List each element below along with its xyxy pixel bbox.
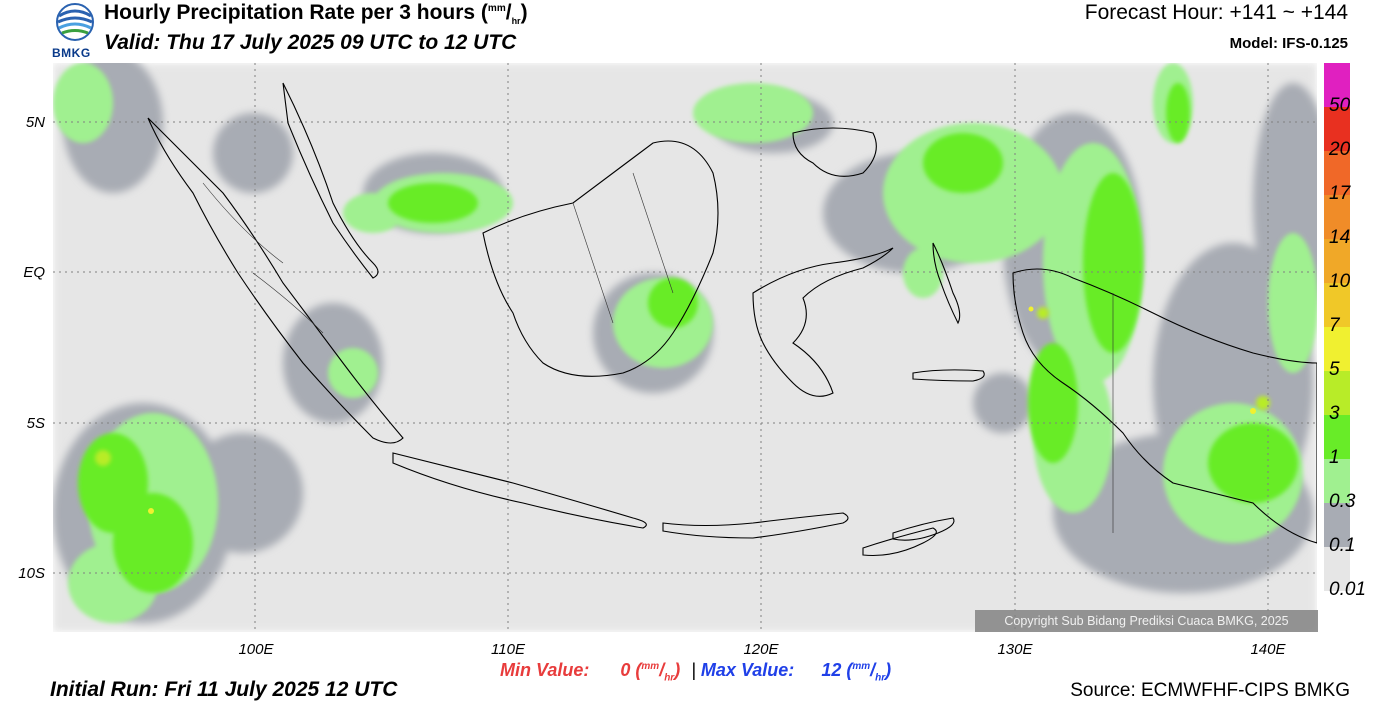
bmkg-logo xyxy=(50,2,100,60)
data-source: Source: ECMWFHF-CIPS BMKG xyxy=(1070,680,1350,701)
colorbar-swatch xyxy=(1324,371,1350,416)
title-text: Hourly Precipitation Rate per 3 hours xyxy=(104,1,476,24)
title-unit-num: mm xyxy=(487,3,506,14)
lat-label-5s: 5S xyxy=(26,415,45,432)
lon-label-140e: 140E xyxy=(1250,641,1286,658)
colorbar-label: 14 xyxy=(1329,227,1351,248)
valid-time: Valid: Thu 17 July 2025 09 UTC to 12 UTC xyxy=(104,31,517,54)
min-unit-num: mm xyxy=(641,661,660,672)
colorbar-swatch xyxy=(1324,239,1350,284)
colorbar-label: 17 xyxy=(1329,183,1351,204)
colorbar-swatch xyxy=(1324,195,1350,240)
map-title: Hourly Precipitation Rate per 3 hours (m… xyxy=(104,1,528,27)
stats-separator: | xyxy=(691,660,696,680)
lat-label-5n: 5N xyxy=(25,114,45,131)
colorbar-swatch xyxy=(1324,107,1350,152)
colorbar-label: 0.01 xyxy=(1329,579,1366,600)
min-value: 0 xyxy=(620,660,631,680)
heavy-rain-layer xyxy=(78,83,1298,593)
min-max-values: Min Value: 0 (mm/hr) | Max Value: 12 (mm… xyxy=(500,660,892,684)
colorbar-label: 0.3 xyxy=(1329,491,1356,512)
coastlines xyxy=(147,82,1317,557)
colorbar-swatch xyxy=(1324,283,1350,328)
lat-label-eq: EQ xyxy=(23,264,45,281)
colorbar-swatch xyxy=(1324,415,1350,460)
colorbar-swatch xyxy=(1324,327,1350,372)
max-rain-spots xyxy=(148,306,1256,514)
colorbar xyxy=(1324,63,1350,591)
colorbar-label: 7 xyxy=(1329,315,1340,336)
forecast-hour: Forecast Hour: +141 ~ +144 xyxy=(1084,1,1348,24)
colorbar-label: 10 xyxy=(1329,271,1351,292)
min-label: Min Value: xyxy=(500,660,590,680)
max-label: Max Value: xyxy=(700,660,795,680)
max-unit-den: hr xyxy=(875,672,886,684)
colorbar-swatch xyxy=(1324,503,1350,548)
title-unit-den: hr xyxy=(511,16,521,27)
max-value: 12 xyxy=(821,660,842,680)
colorbar-swatch xyxy=(1324,151,1350,196)
lon-label-120e: 120E xyxy=(743,641,779,658)
initial-run: Initial Run: Fri 11 July 2025 12 UTC xyxy=(50,678,398,701)
colorbar-swatch xyxy=(1324,459,1350,504)
precipitation-map xyxy=(53,63,1317,632)
colorbar-label: 3 xyxy=(1329,403,1340,424)
colorbar-label: 1 xyxy=(1329,447,1340,468)
colorbar-swatch xyxy=(1324,63,1350,108)
min-unit-den: hr xyxy=(664,672,675,684)
admin-boundaries xyxy=(202,172,1114,533)
lat-label-10s: 10S xyxy=(18,565,45,582)
lon-label-130e: 130E xyxy=(997,641,1033,658)
colorbar-swatch xyxy=(1324,547,1350,591)
max-unit-num: mm xyxy=(852,661,871,672)
colorbar-label: 5 xyxy=(1329,359,1340,380)
intense-rain-layer xyxy=(95,307,1270,466)
lon-label-110e: 110E xyxy=(491,641,525,658)
colorbar-label: 0.1 xyxy=(1329,535,1356,556)
logo-text: BMKG xyxy=(52,46,91,60)
copyright-banner: Copyright Sub Bidang Prediksi Cuaca BMKG… xyxy=(975,610,1318,632)
model-name: Model: IFS-0.125 xyxy=(1229,35,1348,52)
colorbar-label: 20 xyxy=(1329,139,1351,160)
colorbar-label: 50 xyxy=(1329,95,1351,116)
lon-label-100e: 100E xyxy=(238,641,274,658)
